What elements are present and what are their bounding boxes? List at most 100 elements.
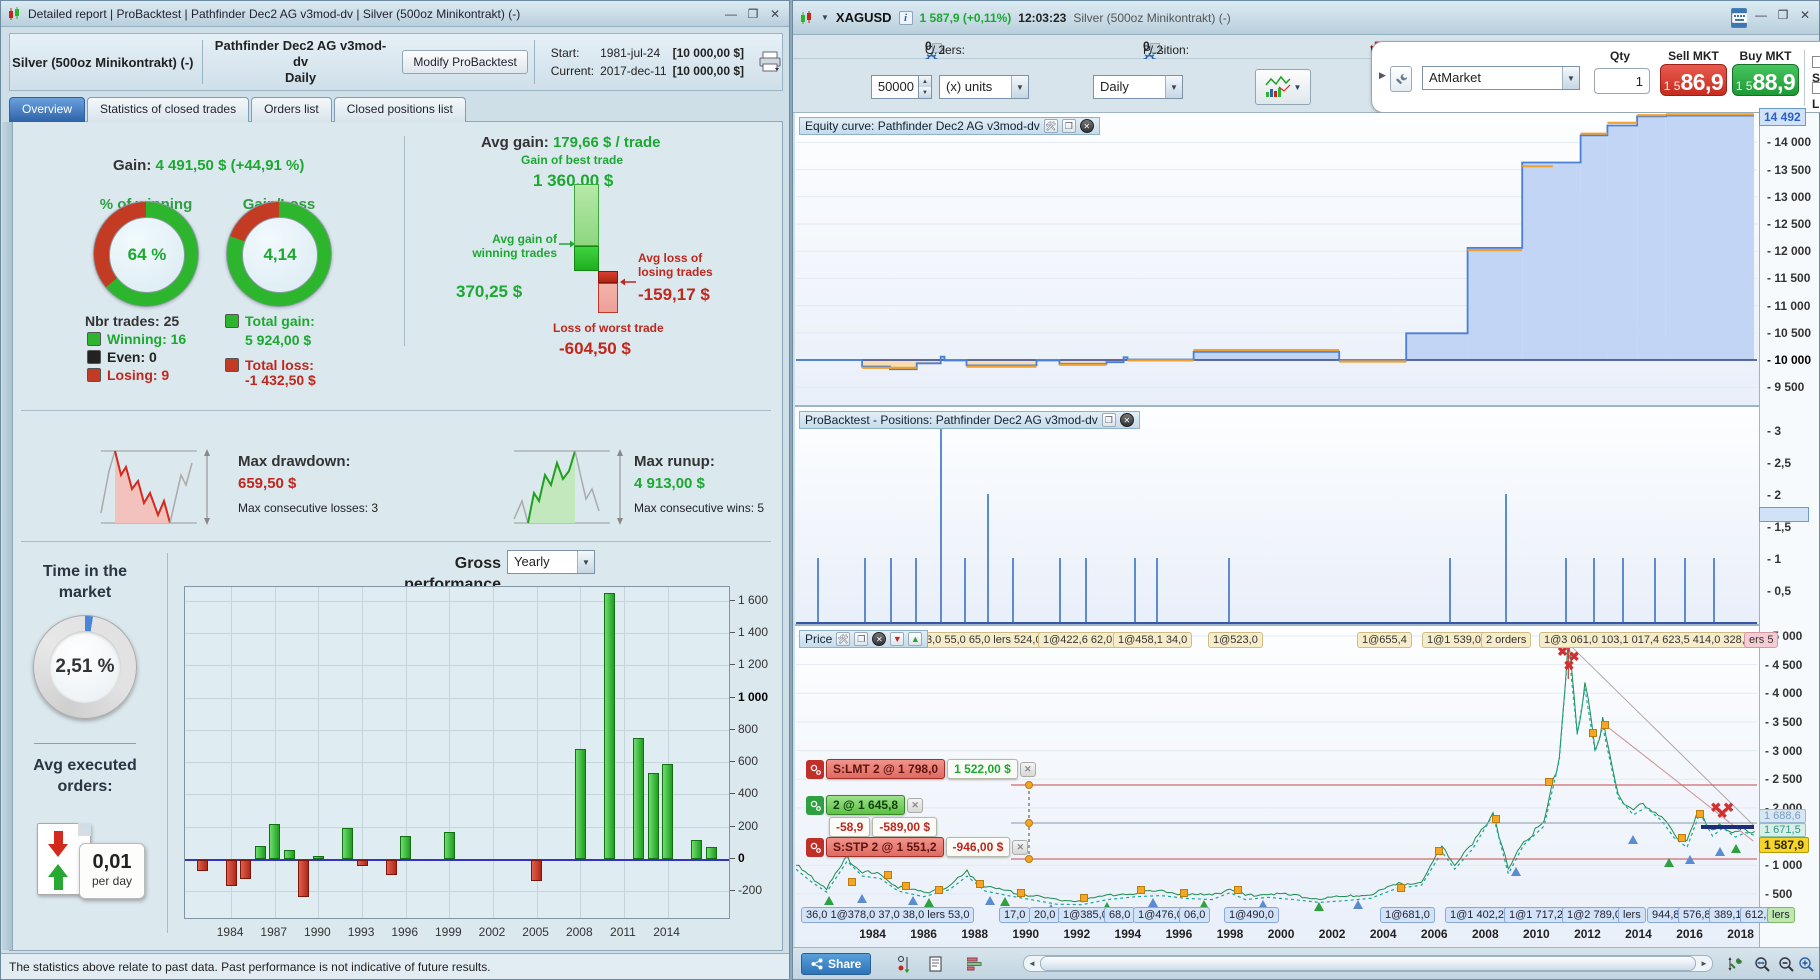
tab-statistics[interactable]: Statistics of closed trades [87, 97, 250, 122]
minimize-button[interactable]: — [1755, 7, 1767, 22]
close-button[interactable]: ✕ [769, 6, 781, 21]
order-label-chip[interactable]: 944,8 [1647, 907, 1685, 923]
buy-market-button[interactable]: 1 5 88,9 [1732, 64, 1799, 96]
order-label-chip[interactable]: 06,0 [1179, 907, 1211, 923]
gross-period-value: Yearly [514, 554, 550, 569]
position-label[interactable]: 2 @ 1 645,8 [826, 795, 906, 815]
keyboard-icon[interactable] [1731, 7, 1748, 28]
order-label-chip[interactable]: 1@655,4 [1357, 632, 1412, 648]
units-select[interactable]: (x) units ▼ [939, 75, 1029, 99]
wrench-icon[interactable]: 🛠 [836, 632, 851, 646]
order-label-chip[interactable]: 389,1 [1709, 907, 1747, 923]
order-label-chip[interactable]: 1@385,0 [1058, 907, 1113, 923]
close-icon[interactable]: ✕ [872, 632, 887, 646]
sell-arrow-icon[interactable]: ▼ [890, 632, 905, 646]
print-icon[interactable] [758, 51, 782, 73]
minimize-button[interactable]: — [725, 6, 737, 21]
panel-separator[interactable] [795, 624, 1759, 626]
limit-checkbox[interactable] [1812, 82, 1820, 94]
order-label-chip[interactable]: 1@1 717,2 [1504, 907, 1568, 923]
maximize-button[interactable]: ❐ [747, 6, 759, 21]
order-label-chip[interactable]: 1@3 061,0 103,1 017,4 623,5 414,0 328,6 [1539, 632, 1756, 648]
timeframe-select[interactable]: Daily ▼ [1093, 75, 1183, 99]
close-icon[interactable]: ✕ [1019, 761, 1036, 777]
order-label-chip[interactable]: 20,0 [1029, 907, 1061, 923]
close-icon[interactable]: ✕ [907, 797, 924, 813]
sell-market-button[interactable]: 1 5 86,9 [1660, 64, 1727, 96]
horizontal-scrollbar[interactable]: ◄ ► [1023, 955, 1713, 972]
close-button[interactable]: ✕ [1799, 7, 1811, 22]
order-label-chip[interactable]: 1@2 789,0 [1562, 907, 1626, 923]
spin-up-icon[interactable]: ▲ [919, 76, 931, 87]
sell-stop-label[interactable]: S:STP 2 @ 1 551,2 [826, 837, 944, 857]
sell-limit-label[interactable]: S:LMT 2 @ 1 798,0 [826, 759, 946, 779]
maximize-button[interactable]: ❐ [1777, 7, 1789, 22]
zoom-in-icon[interactable] [1795, 953, 1817, 975]
order-label-chip[interactable]: 1@476,0 [1133, 907, 1188, 923]
order-qty-input[interactable]: 1 [1594, 68, 1650, 94]
gross-period-select[interactable]: Yearly ▼ [507, 550, 595, 574]
orders-lock-icon[interactable] [931, 43, 942, 53]
scroll-right-icon[interactable]: ► [1700, 959, 1708, 968]
info-icon[interactable]: i [898, 10, 913, 25]
order-label-chip[interactable]: 1@1 402,2 [1445, 907, 1509, 923]
sell-limit-gain[interactable]: 1 522,00 $ [947, 759, 1018, 779]
gear-icon[interactable] [806, 837, 824, 857]
close-icon[interactable]: ✕ [1119, 413, 1134, 427]
collapse-arrow-icon[interactable]: ▶ [1379, 70, 1386, 80]
drawdown-label: Max drawdown: [238, 453, 351, 470]
spin-down-icon[interactable]: ▼ [919, 87, 931, 98]
order-label-chip[interactable]: 576,8 [1678, 907, 1716, 923]
close-icon[interactable]: ✕ [1079, 119, 1094, 133]
tab-overview[interactable]: Overview [9, 97, 86, 122]
zoom-out-icon[interactable] [1775, 953, 1797, 975]
order-label-chip[interactable]: 1@523,0 [1208, 632, 1263, 648]
quantity-value[interactable]: 50000 [871, 75, 919, 99]
scroll-left-icon[interactable]: ◄ [1028, 959, 1036, 968]
order-label-chip[interactable]: 1@1 539,0 [1422, 632, 1486, 648]
volume-profile-icon[interactable] [965, 953, 987, 975]
order-type-select[interactable]: AtMarket ▼ [1422, 66, 1580, 90]
position-gain[interactable]: -589,00 $ [872, 817, 938, 837]
symbol[interactable]: XAGUSD [835, 10, 892, 25]
tab-orders-list[interactable]: Orders list [251, 97, 332, 122]
tab-closed-positions[interactable]: Closed positions list [333, 97, 466, 122]
gear-icon[interactable] [806, 795, 824, 815]
quantity-stepper[interactable]: 50000 ▲ ▼ [871, 75, 932, 99]
chart-settings-icon[interactable] [1725, 953, 1747, 975]
indicators-icon[interactable] [893, 953, 915, 975]
order-label-chip[interactable]: 2 orders [1481, 632, 1532, 648]
order-label-chip[interactable]: 1@422,6 62,0 [1038, 632, 1118, 648]
buy-arrow-icon[interactable]: ▲ [908, 632, 923, 646]
order-label-chip[interactable]: 1@458,1 34,0 [1113, 632, 1193, 648]
order-label-chip[interactable]: ers 5 [1744, 632, 1779, 648]
gear-icon[interactable] [806, 759, 824, 779]
order-label-chip[interactable]: 68,0 [1104, 907, 1136, 923]
panel-splitter[interactable] [2, 122, 13, 950]
wrench-icon[interactable]: 🛠 [1043, 119, 1058, 133]
order-label-chip[interactable]: 17,0 [999, 907, 1031, 923]
close-icon[interactable]: ✕ [1012, 839, 1029, 855]
order-label-chip[interactable]: lers [1618, 907, 1646, 923]
share-button[interactable]: Share [801, 953, 872, 975]
order-label-chip[interactable]: 1@681,0 [1380, 907, 1435, 923]
order-label-chip[interactable]: 1@490,0 [1224, 907, 1279, 923]
position-points[interactable]: -58,9 [829, 817, 871, 837]
panel-separator[interactable] [795, 405, 1759, 407]
modify-probacktest-button[interactable]: Modify ProBacktest [402, 50, 528, 74]
stop-checkbox[interactable] [1812, 56, 1820, 68]
chart-type-button[interactable]: ▼ [1255, 69, 1311, 105]
position-lock-icon[interactable] [1149, 43, 1160, 53]
order-label-chip[interactable]: lers [1767, 907, 1795, 923]
maximize-icon[interactable]: ❐ [1061, 119, 1076, 133]
wrench-icon[interactable] [1390, 66, 1412, 92]
order-label-chip[interactable]: 36,0 1@378,0 37,0 38,0 lers 53,0 [801, 907, 975, 923]
notes-icon[interactable] [925, 953, 947, 975]
scrollbar-thumb[interactable] [1040, 956, 1696, 971]
maximize-icon[interactable]: ❐ [1101, 413, 1116, 427]
order-label-chip[interactable]: 3,0 55,0 65,0 lers 524,0 [921, 632, 1047, 648]
maximize-icon[interactable]: ❐ [854, 632, 869, 646]
zoom-fit-icon[interactable] [1751, 953, 1773, 975]
chevron-down-icon[interactable]: ▼ [821, 13, 829, 22]
sell-stop-gain[interactable]: -946,00 $ [945, 837, 1011, 857]
